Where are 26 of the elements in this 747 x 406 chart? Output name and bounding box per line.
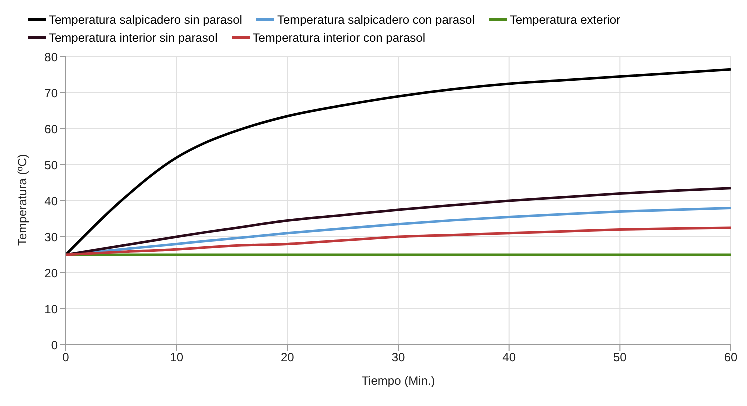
line-series xyxy=(66,68,731,256)
y-tick-label: 40 xyxy=(44,194,58,208)
line-series xyxy=(66,187,731,256)
legend-label: Temperatura salpicadero sin parasol xyxy=(48,13,242,27)
y-tick-label: 10 xyxy=(44,302,58,316)
y-tick-label: 70 xyxy=(44,86,58,100)
x-tick-label: 20 xyxy=(280,350,295,365)
x-tick-label: 60 xyxy=(724,350,738,365)
legend-label: Temperatura exterior xyxy=(508,13,621,27)
y-tick-label: 30 xyxy=(44,230,58,244)
x-tick-label: 50 xyxy=(613,350,628,365)
x-tick-label: 0 xyxy=(62,350,70,365)
legend-label: Temperatura interior con parasol xyxy=(252,31,426,45)
x-tick-label: 10 xyxy=(170,350,184,365)
y-tick-label: 80 xyxy=(44,50,58,64)
y-tick-label: 60 xyxy=(44,122,58,136)
x-tick-label: 30 xyxy=(392,350,406,365)
y-tick-label: 0 xyxy=(51,338,58,352)
x-axis-title: Tiempo (Min.) xyxy=(362,374,436,388)
legend-label: Temperatura interior sin parasol xyxy=(48,31,218,45)
line-series xyxy=(66,226,731,256)
y-tick-label: 20 xyxy=(44,266,58,280)
y-tick-label: 50 xyxy=(44,158,58,172)
legend-label: Temperatura salpicadero con parasol xyxy=(276,13,475,27)
x-tick-label: 40 xyxy=(502,350,516,365)
y-axis-title: Temperatura (ºC) xyxy=(15,154,30,246)
